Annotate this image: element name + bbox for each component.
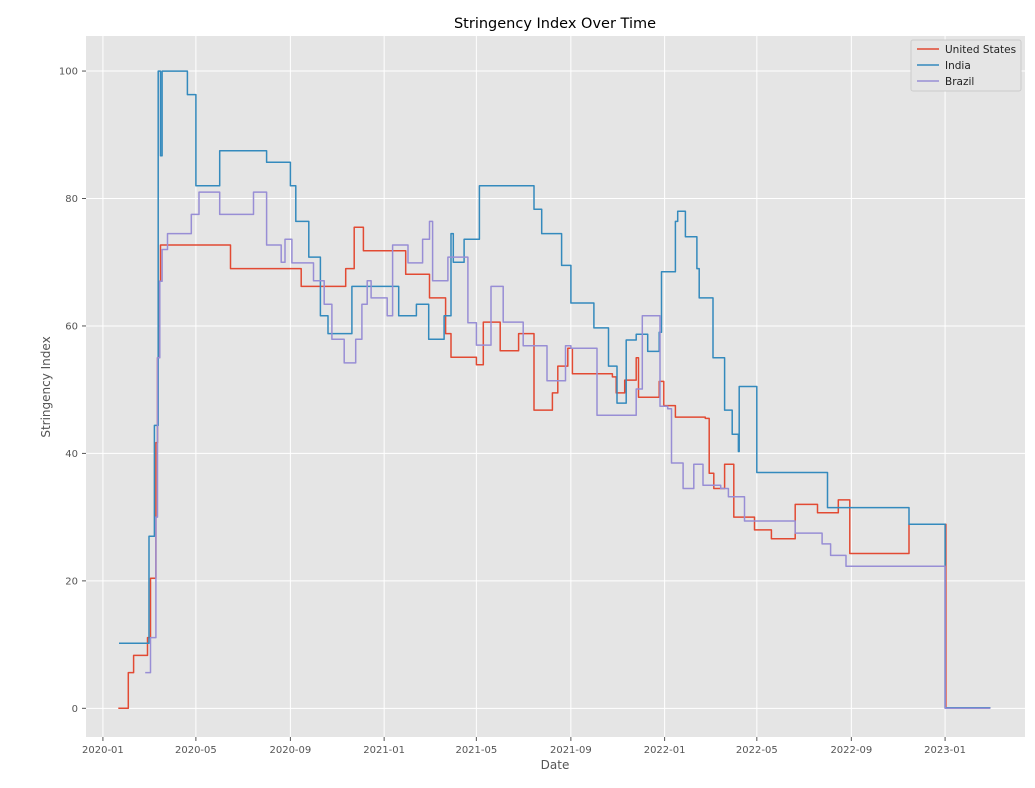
legend: United States India Brazil <box>910 39 1022 92</box>
chart-title: Stringency Index Over Time <box>454 16 656 32</box>
legend-label-india: India <box>945 60 971 72</box>
x-tick-label: 2022-01 <box>644 745 686 756</box>
series-line-brazil <box>145 191 991 710</box>
plot-area <box>86 36 1025 737</box>
x-tick-label: 2021-01 <box>363 745 405 756</box>
x-tick-label: 2020-09 <box>269 745 311 756</box>
x-tick-label: 2021-05 <box>455 745 497 756</box>
x-tick-label: 2020-05 <box>175 745 217 756</box>
x-tick-label: 2020-01 <box>82 745 124 756</box>
series-line-united-states <box>118 226 991 710</box>
legend-label-brazil: Brazil <box>945 76 974 88</box>
grid-lines <box>86 36 1025 737</box>
y-tick-label: 60 <box>65 321 78 332</box>
legend-box <box>910 39 1022 92</box>
x-tick-label: 2022-05 <box>736 745 778 756</box>
x-tick-label: 2023-01 <box>924 745 966 756</box>
x-tick-label: 2022-09 <box>830 745 872 756</box>
x-axis-ticks: 2020-01 2020-05 2020-09 2021-01 2021-05 2021-… <box>82 737 966 756</box>
y-axis-ticks: 0 20 40 60 80 100 <box>59 67 86 715</box>
series-lines <box>118 70 991 710</box>
y-tick-label: 0 <box>72 704 78 715</box>
y-tick-label: 80 <box>65 194 78 205</box>
x-tick-label: 2021-09 <box>550 745 592 756</box>
y-tick-label: 40 <box>65 449 78 460</box>
y-tick-label: 20 <box>65 576 78 587</box>
y-tick-label: 100 <box>59 67 78 78</box>
x-axis-label: Date <box>541 758 570 772</box>
y-axis-label: Stringency Index <box>39 336 53 437</box>
legend-label-united-states: United States <box>945 44 1016 56</box>
series-line-india <box>119 70 991 709</box>
